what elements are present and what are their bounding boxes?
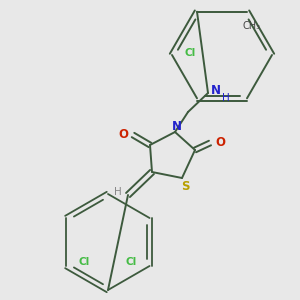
Text: Cl: Cl	[184, 48, 196, 58]
Text: CH₃: CH₃	[243, 21, 261, 31]
Text: N: N	[172, 121, 182, 134]
Text: Cl: Cl	[126, 257, 137, 267]
Text: H: H	[222, 93, 230, 103]
Text: S: S	[181, 179, 189, 193]
Text: Cl: Cl	[79, 257, 90, 267]
Text: O: O	[215, 136, 225, 149]
Text: O: O	[118, 128, 128, 142]
Text: N: N	[211, 83, 221, 97]
Text: H: H	[114, 187, 122, 197]
